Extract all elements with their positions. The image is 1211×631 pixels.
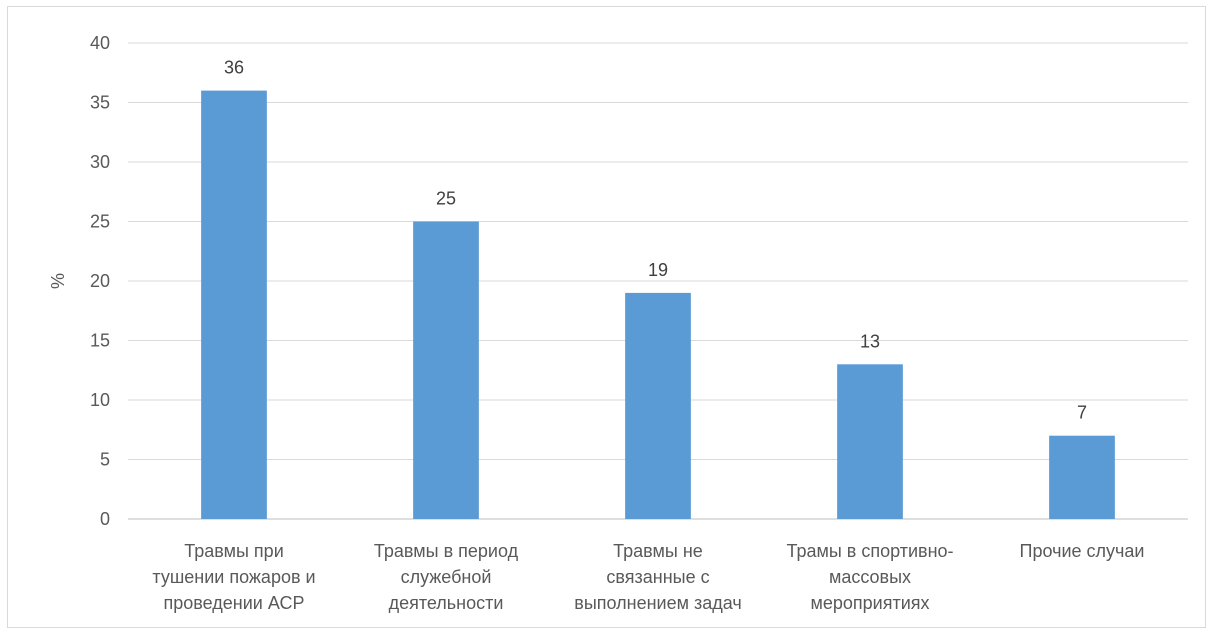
category-label-line: мероприятиях	[810, 593, 929, 613]
bars	[201, 90, 1115, 519]
bar-chart: 0 5 10 15 20 25 30 35 40 36 25 19 13 7 Травмы при туш…	[48, 33, 1188, 613]
data-label: 7	[1077, 403, 1087, 423]
category-label-line: служебной	[401, 567, 492, 587]
category-label-line: Травмы в период	[374, 541, 519, 561]
y-axis-ticks: 0 5 10 15 20 25 30 35 40	[90, 33, 110, 529]
y-tick-label: 15	[90, 331, 110, 351]
category-label: Травмы при тушении пожаров и проведении АС…	[152, 541, 315, 613]
data-label: 25	[436, 189, 456, 209]
bar	[201, 90, 267, 519]
category-label: Травмы в период служебной деятельности	[374, 541, 519, 613]
category-label: Прочие случаи	[1020, 541, 1145, 561]
category-label: Травмы не связанные с выполнением задач	[574, 541, 741, 613]
bar	[837, 364, 903, 519]
y-tick-label: 10	[90, 390, 110, 410]
bar	[625, 292, 691, 519]
category-label-line: Травмы при	[184, 541, 284, 561]
y-tick-label: 0	[100, 509, 110, 529]
category-label-line: Трамы в спортивно-	[786, 541, 953, 561]
chart-frame: 0 5 10 15 20 25 30 35 40 36 25 19 13 7 Травмы при туш…	[7, 6, 1206, 628]
y-tick-label: 30	[90, 152, 110, 172]
data-label: 36	[224, 58, 244, 78]
y-tick-label: 20	[90, 271, 110, 291]
data-label: 19	[648, 260, 668, 280]
category-label-line: проведении АСР	[164, 593, 305, 613]
data-label: 13	[860, 331, 880, 351]
category-label-line: связанные с	[606, 567, 709, 587]
y-tick-label: 25	[90, 212, 110, 232]
y-tick-label: 40	[90, 33, 110, 53]
bar	[1049, 435, 1115, 519]
y-tick-label: 5	[100, 450, 110, 470]
category-label-line: выполнением задач	[574, 593, 741, 613]
data-labels: 36 25 19 13 7	[224, 58, 1087, 423]
category-label: Трамы в спортивно-массовых мероприятиях	[786, 541, 953, 613]
y-axis-title: %	[48, 273, 68, 289]
y-tick-label: 35	[90, 93, 110, 113]
category-labels: Травмы при тушении пожаров и проведении АС…	[152, 541, 1144, 613]
category-label-line: массовых	[829, 567, 911, 587]
category-label-line: тушении пожаров и	[152, 567, 315, 587]
bar	[413, 221, 479, 519]
gridlines	[128, 42, 1188, 520]
category-label-line: деятельности	[389, 593, 504, 613]
category-label-line: Прочие случаи	[1020, 541, 1145, 561]
category-label-line: Травмы не	[613, 541, 703, 561]
